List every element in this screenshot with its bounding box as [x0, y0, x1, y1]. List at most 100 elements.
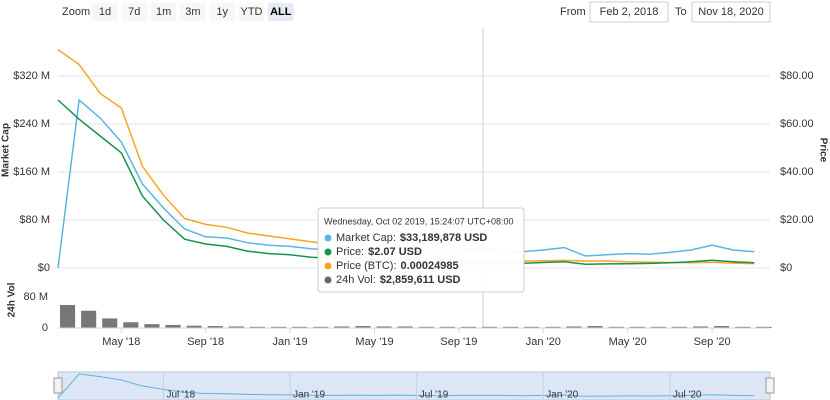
zoom-button[interactable]: 1d	[92, 3, 118, 21]
volume-bar	[756, 326, 772, 328]
tooltip-marker	[324, 248, 332, 256]
zoom-button[interactable]: ALL	[267, 3, 294, 21]
navigator-label: Jul '18	[167, 390, 196, 400]
x-tick-label: Jan '19	[273, 336, 308, 348]
y-tick-label: $80 M	[19, 214, 50, 226]
volume-bar	[735, 326, 751, 328]
volume-bar	[207, 326, 223, 328]
x-tick-label: Sep '18	[187, 336, 224, 348]
y-tick-label: $320 M	[13, 70, 50, 82]
tooltip-row: Price: $2.07 USD	[336, 246, 422, 258]
tooltip-value: $2.07 USD	[368, 246, 422, 258]
navigator-handle[interactable]	[765, 377, 775, 394]
y-tick-label: $160 M	[13, 166, 50, 178]
tooltip-label: 24h Vol:	[336, 274, 376, 286]
volume-bar	[503, 326, 519, 328]
zoom-button-bg	[150, 3, 177, 21]
volume-bar	[482, 326, 498, 328]
zoom-button-bg	[121, 3, 148, 21]
tooltip-date: Wednesday, Oct 02 2019, 15:24:07 UTC+08:…	[324, 216, 514, 226]
navigator-series	[57, 373, 755, 399]
zoom-button-bg	[267, 3, 294, 21]
tooltip-value: 0.00024985	[401, 260, 459, 272]
volume-bar	[313, 326, 329, 328]
tooltip-label: Price:	[336, 246, 364, 258]
navigator-label: Jan '19	[293, 390, 325, 400]
volume-bar	[60, 305, 76, 328]
from-label: From	[560, 6, 586, 18]
x-tick-label: May '18	[102, 336, 140, 348]
volume-bar	[376, 326, 392, 328]
y2-tick-label: $60.00	[780, 118, 814, 130]
x-tick-label: Sep '19	[440, 336, 477, 348]
zoom-button-label: YTD	[241, 6, 263, 18]
zoom-button-label: 7d	[128, 6, 140, 18]
zoom-button-bg	[238, 3, 265, 21]
volume-bar	[334, 326, 350, 328]
volume-bar	[292, 326, 308, 328]
zoom-button[interactable]: 3m	[179, 3, 206, 21]
volume-bar	[123, 322, 139, 328]
volume-bar	[397, 326, 413, 328]
volume-axis-title: 24h Vol	[7, 282, 18, 317]
zoom-button-bg	[209, 3, 236, 21]
volume-bar	[524, 326, 540, 328]
volume-bar	[693, 326, 709, 328]
navigator-label: Jan '20	[546, 390, 578, 400]
volume-bar	[439, 326, 455, 328]
tooltip-row: Price (BTC): 0.00024985	[336, 260, 459, 272]
y2-axis-title: Price	[817, 138, 828, 163]
tooltip-label: Market Cap:	[336, 232, 396, 244]
y2-tick-label: $20.00	[780, 214, 814, 226]
tooltip-marker	[324, 262, 332, 270]
tooltip-marker	[324, 234, 332, 242]
navigator-label: Jul '19	[420, 390, 449, 400]
tooltip-label: Price (BTC):	[336, 260, 397, 272]
from-input[interactable]	[589, 1, 669, 23]
tooltip-row: 24h Vol: $2,859,611 USD	[336, 274, 461, 286]
to-value: Nov 18, 2020	[698, 6, 763, 18]
to-label: To	[675, 6, 687, 18]
volume-bar	[671, 326, 687, 328]
tooltip-value: $2,859,611 USD	[380, 274, 461, 286]
volume-bar	[102, 318, 118, 328]
volume-bar	[650, 326, 666, 328]
y-axis-title: Market Cap	[1, 123, 12, 177]
zoom-button-bg	[92, 3, 118, 21]
zoom-button[interactable]: 1m	[150, 3, 177, 21]
zoom-label: Zoom	[62, 6, 90, 18]
x-tick-label: May '20	[609, 336, 647, 348]
volume-bar	[545, 326, 561, 328]
zoom-button[interactable]: 1y	[209, 3, 236, 21]
navigator-handle[interactable]	[53, 377, 63, 394]
y2-tick-label: $0	[780, 262, 792, 274]
from-value: Feb 2, 2018	[600, 6, 659, 18]
tooltip-row: Market Cap: $33,189,878 USD	[336, 232, 487, 244]
y-tick-label: $0	[38, 262, 50, 274]
zoom-button-label: 1y	[216, 6, 228, 18]
volume-bar	[714, 326, 730, 328]
zoom-button[interactable]: 7d	[121, 3, 148, 21]
tooltip-marker	[324, 276, 332, 284]
volume-bar	[186, 325, 202, 328]
volume-tick-label: 80 M	[24, 291, 48, 303]
volume-bar	[271, 326, 287, 328]
volume-bar	[566, 326, 582, 328]
zoom-button-bg	[179, 3, 206, 21]
y2-tick-label: $40.00	[780, 166, 814, 178]
volume-bar	[81, 310, 97, 328]
volume-bar	[249, 326, 265, 328]
x-tick-label: Jan '20	[526, 336, 561, 348]
tooltip-value: $33,189,878 USD	[400, 232, 488, 244]
to-input[interactable]	[691, 1, 771, 23]
zoom-button-label: 3m	[185, 6, 200, 18]
zoom-button[interactable]: YTD	[238, 3, 265, 21]
volume-bar	[144, 324, 160, 328]
x-tick-label: May '19	[355, 336, 393, 348]
volume-bar	[629, 326, 645, 328]
volume-tick-label: 0	[42, 322, 48, 334]
volume-bar	[587, 326, 603, 328]
volume-bar	[460, 326, 476, 328]
y2-tick-label: $80.00	[780, 70, 814, 82]
